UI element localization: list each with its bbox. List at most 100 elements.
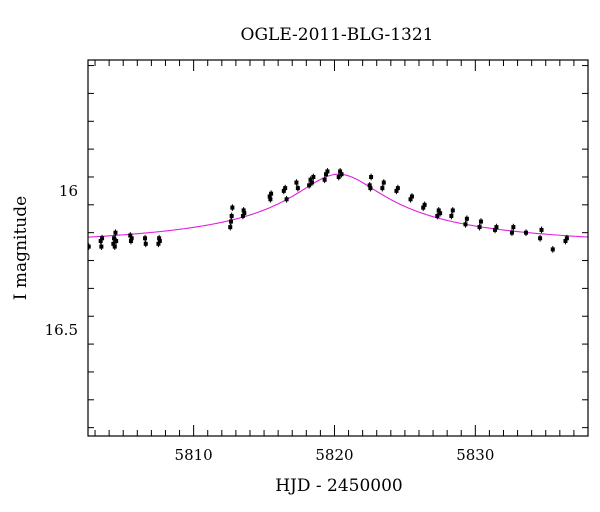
data-point: [336, 173, 341, 181]
point-marker: [128, 233, 133, 238]
data-point: [550, 246, 555, 253]
data-point: [435, 212, 440, 220]
point-marker: [325, 169, 330, 174]
point-marker: [129, 236, 134, 241]
data-point: [409, 193, 414, 200]
data-point: [438, 209, 443, 217]
data-point: [268, 195, 273, 203]
point-marker: [336, 174, 341, 179]
point-marker: [143, 236, 148, 241]
y-tick-label: 16: [59, 182, 78, 200]
data-point: [295, 184, 300, 192]
data-point: [511, 223, 516, 231]
point-marker: [408, 197, 413, 202]
point-marker: [450, 208, 455, 213]
data-point: [284, 195, 289, 203]
data-point: [157, 237, 162, 245]
data-point: [311, 173, 316, 181]
data-point: [307, 181, 312, 189]
point-marker: [267, 194, 272, 199]
point-marker: [368, 186, 373, 191]
point-marker: [309, 180, 314, 185]
data-point: [524, 229, 529, 237]
point-marker: [477, 225, 482, 230]
data-point: [380, 184, 385, 192]
data-point: [325, 168, 330, 175]
point-marker: [509, 230, 514, 235]
data-point: [450, 207, 455, 214]
point-marker: [229, 213, 234, 218]
y-tick-label: 16.5: [45, 321, 78, 339]
point-marker: [449, 213, 454, 218]
point-marker: [294, 180, 299, 185]
point-marker: [112, 236, 117, 241]
point-marker: [228, 225, 233, 230]
data-point: [229, 212, 234, 220]
plot-area: [88, 168, 588, 253]
point-marker: [99, 244, 104, 249]
model-curve: [88, 173, 588, 238]
data-point: [494, 223, 499, 231]
data-point: [309, 179, 314, 186]
data-point: [112, 234, 117, 242]
point-marker: [463, 222, 468, 227]
point-marker: [113, 230, 118, 235]
point-marker: [307, 183, 312, 188]
data-point: [477, 223, 482, 231]
data-point: [381, 179, 386, 186]
point-marker: [338, 169, 343, 174]
point-marker: [564, 236, 569, 241]
data-point: [228, 223, 233, 231]
data-point: [449, 212, 454, 220]
point-marker: [438, 211, 443, 216]
point-marker: [308, 177, 313, 182]
data-point: [368, 184, 373, 192]
point-marker: [228, 219, 233, 224]
data-point: [539, 226, 544, 234]
x-tick-label: 5810: [175, 446, 213, 464]
data-point: [269, 190, 274, 198]
point-marker: [478, 219, 483, 224]
point-marker: [156, 241, 161, 246]
data-point: [112, 243, 117, 250]
data-point: [339, 170, 344, 178]
data-point: [478, 218, 483, 225]
point-marker: [380, 186, 385, 191]
data-point: [143, 234, 148, 242]
point-marker: [409, 194, 414, 199]
point-marker: [111, 241, 116, 246]
point-marker: [339, 172, 344, 177]
point-marker: [240, 213, 245, 218]
x-tick-label: 5820: [315, 446, 353, 464]
plot-frame: [87, 59, 589, 437]
data-point: [283, 184, 288, 192]
data-point: [100, 234, 105, 242]
point-marker: [422, 202, 427, 207]
point-marker: [241, 208, 246, 213]
y-axis-label: I magnitude: [11, 196, 31, 300]
data-point: [242, 209, 247, 217]
data-point: [463, 220, 468, 228]
point-marker: [284, 197, 289, 202]
data-point: [564, 234, 569, 242]
point-marker: [100, 236, 105, 241]
data-point: [509, 229, 514, 237]
point-marker: [493, 227, 498, 232]
point-marker: [324, 172, 329, 177]
point-marker: [157, 239, 162, 244]
data-point: [369, 173, 374, 181]
data-point: [88, 243, 91, 250]
point-marker: [230, 205, 235, 210]
point-marker: [464, 216, 469, 221]
point-marker: [269, 191, 274, 196]
data-point: [228, 218, 233, 225]
chart-title: OGLE-2011-BLG-1321: [241, 25, 434, 45]
point-marker: [369, 174, 374, 179]
point-marker: [114, 239, 119, 244]
data-point: [464, 215, 469, 223]
data-point: [395, 184, 400, 192]
point-marker: [268, 197, 273, 202]
point-marker: [494, 225, 499, 230]
point-marker: [283, 186, 288, 191]
